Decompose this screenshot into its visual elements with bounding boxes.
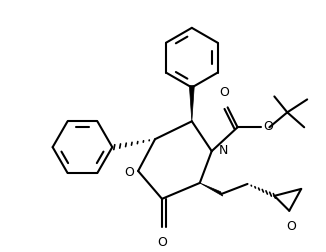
Text: O: O (286, 220, 296, 233)
Text: O: O (124, 166, 134, 178)
Text: O: O (157, 236, 167, 249)
Polygon shape (189, 85, 194, 121)
Polygon shape (200, 183, 223, 196)
Text: O: O (263, 120, 273, 133)
Text: N: N (219, 144, 228, 157)
Text: O: O (220, 86, 230, 100)
